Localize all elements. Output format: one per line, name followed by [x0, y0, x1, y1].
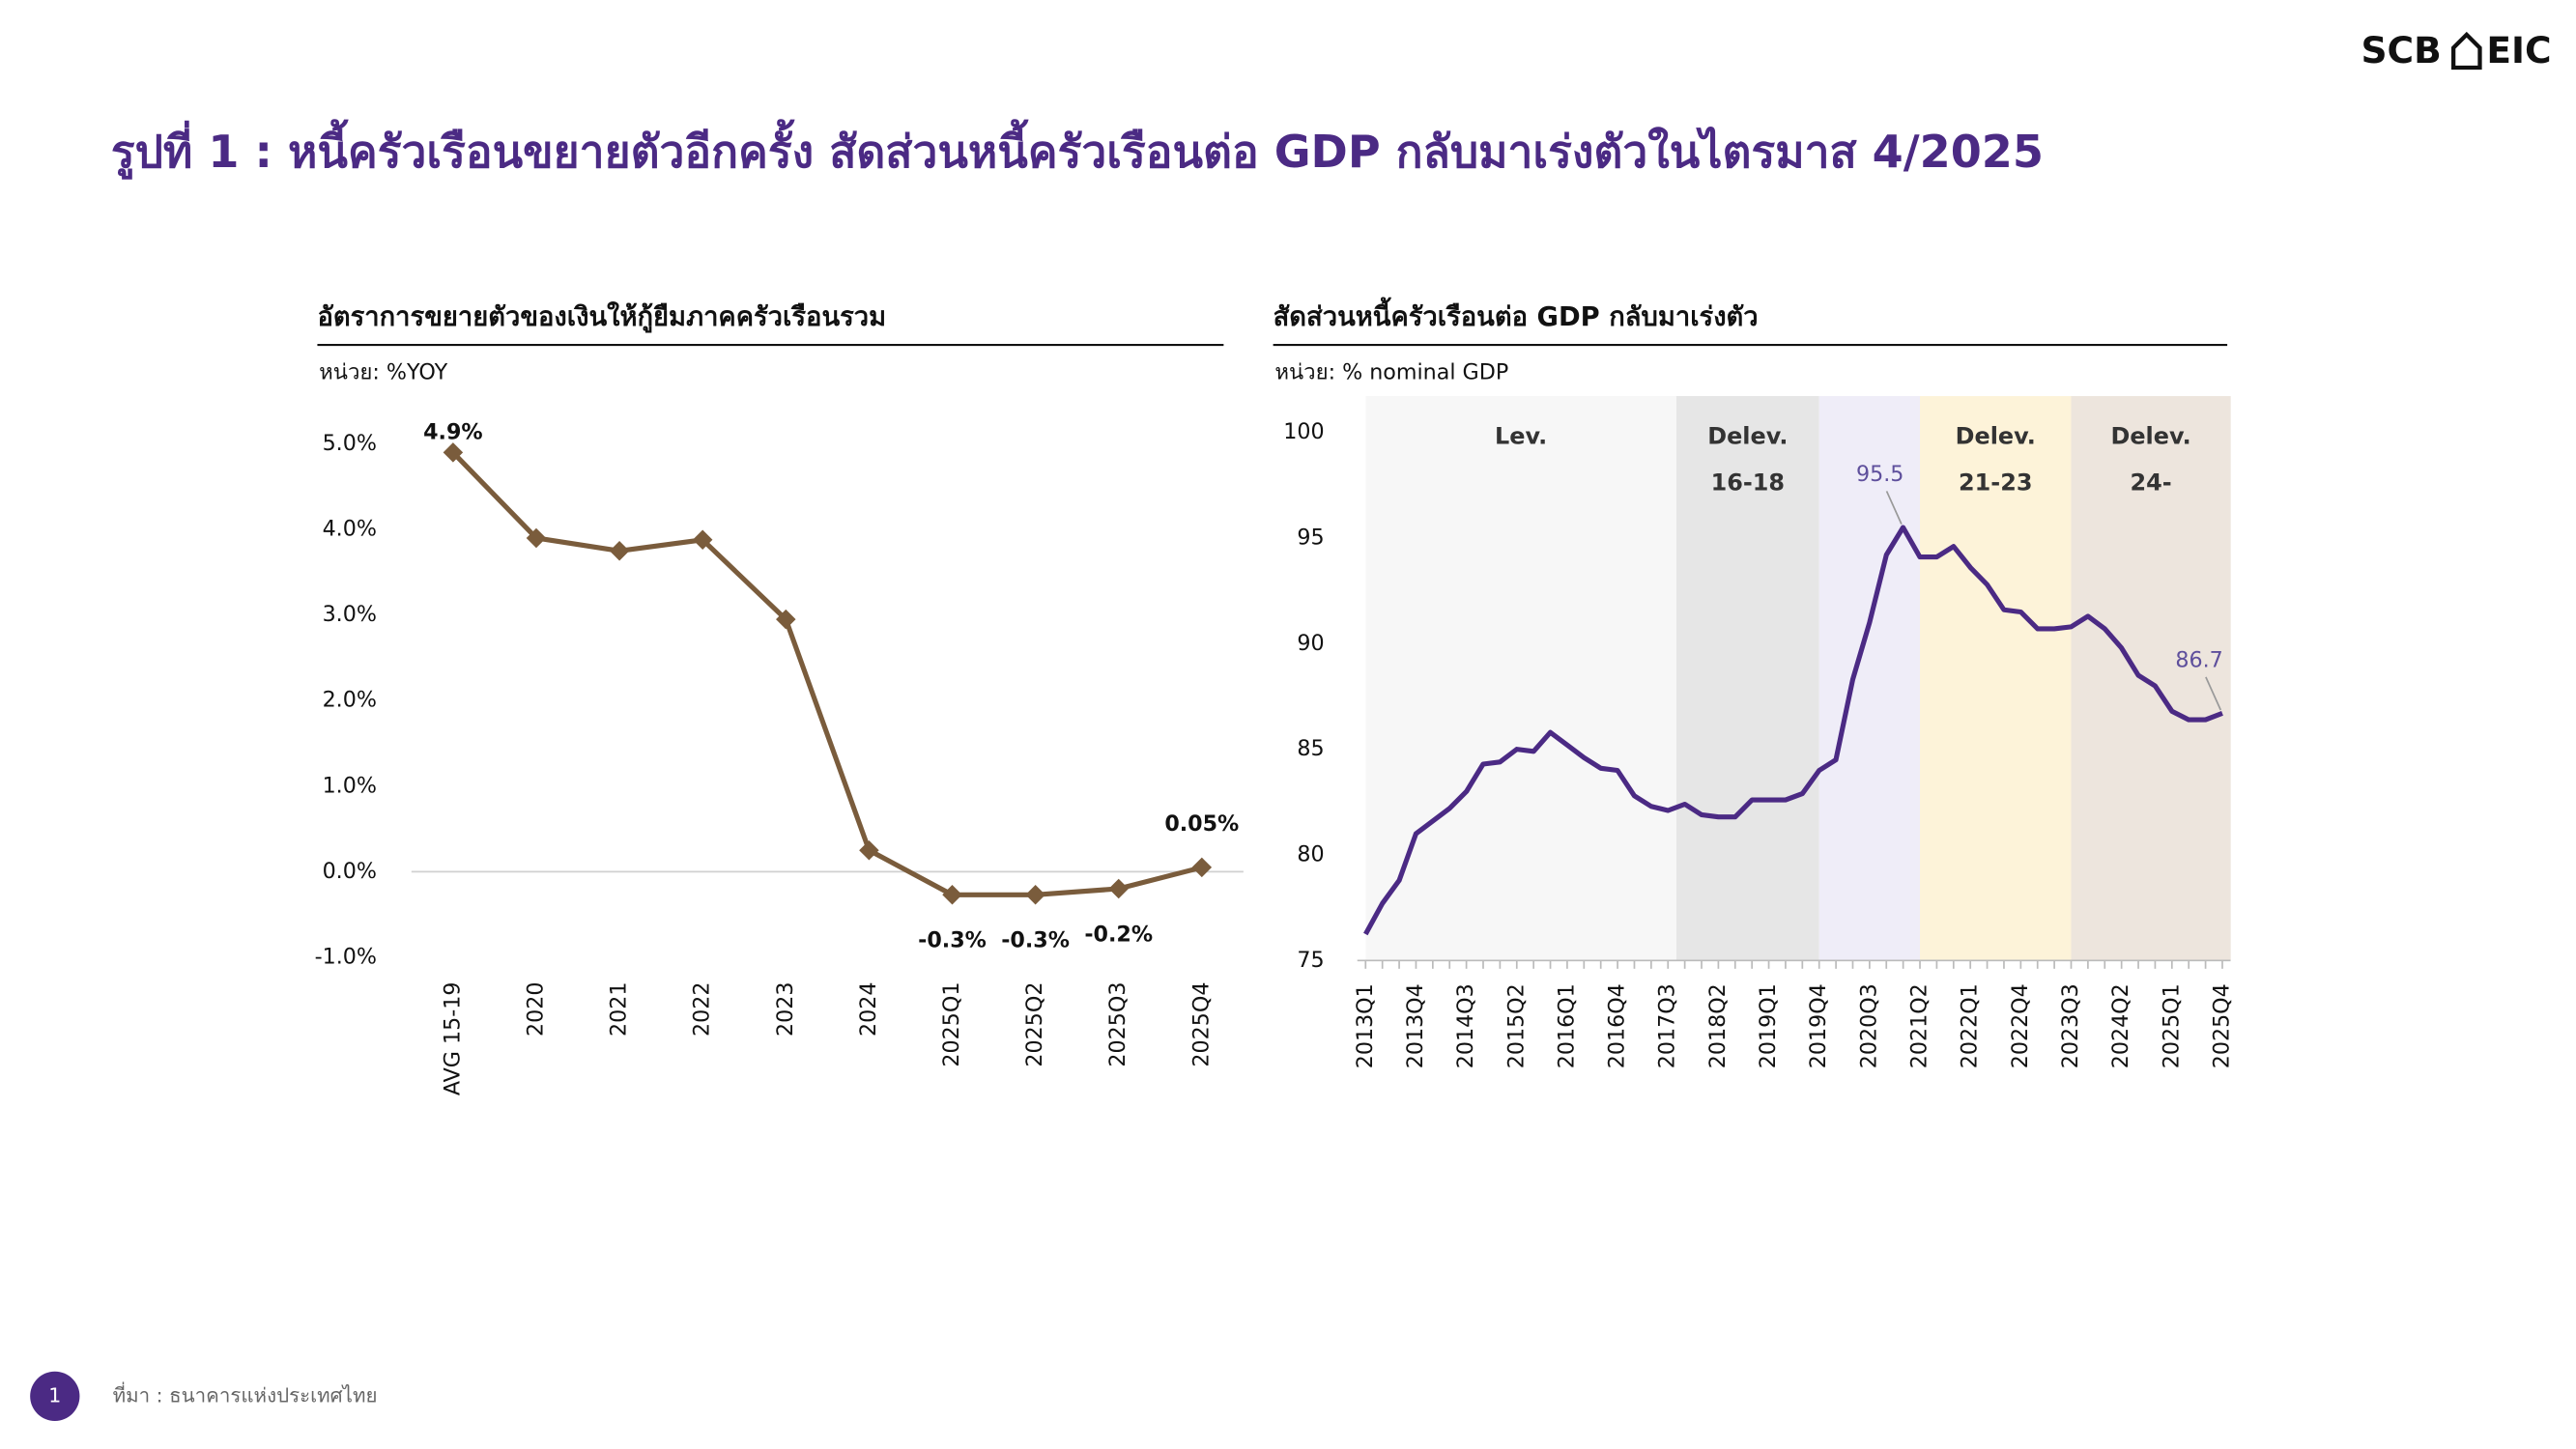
y-tick-label: 75 [1297, 948, 1324, 973]
data-point [692, 529, 713, 550]
logo-text: SCB [2361, 29, 2441, 71]
data-label: 95.5 [1856, 462, 1903, 487]
x-tick-label: 2025Q2 [1022, 982, 1047, 1067]
logo-text: EIC [2486, 29, 2551, 71]
period-band [1920, 396, 2072, 961]
unit-label: หน่วย: %YOY [319, 360, 447, 385]
data-point [1191, 857, 1213, 878]
x-tick-label: 2023Q3 [2058, 983, 2083, 1068]
x-tick-label: 2013Q1 [1353, 983, 1378, 1068]
x-tick-label: 2018Q2 [1705, 983, 1731, 1068]
y-tick-label: 0.0% [323, 859, 377, 884]
source: ที่มา : ธนาคารแห่งประเทศไทย [113, 1381, 378, 1406]
period-label: Delev. [1707, 423, 1788, 450]
data-point [1025, 884, 1045, 905]
data-label: -0.3% [918, 928, 987, 953]
x-tick-label: 2024 [856, 982, 881, 1037]
x-tick-label: 2023 [773, 982, 798, 1037]
period-band [1675, 396, 1819, 961]
period-label: Delev. [2110, 423, 2190, 450]
x-tick-label: 2025Q3 [1105, 982, 1131, 1067]
data-point [609, 541, 630, 561]
x-tick-label: 2019Q1 [1756, 983, 1781, 1068]
x-tick-label: 2022 [690, 982, 715, 1037]
y-tick-label: 80 [1297, 841, 1324, 867]
data-point [526, 527, 547, 549]
page-title: รูปที่ 1 : หนี้ครัวเรือนขยายตัวอีกครั้ง … [111, 119, 2044, 180]
y-tick-label: 3.0% [323, 602, 377, 627]
data-label: 86.7 [2175, 647, 2222, 672]
period-band [2071, 396, 2231, 961]
page-badge [30, 1371, 80, 1421]
x-tick-label: 2016Q4 [1605, 983, 1630, 1068]
data-label: -0.3% [1001, 928, 1070, 953]
data-point [942, 884, 962, 905]
x-tick-label: 2021 [607, 982, 632, 1037]
x-tick-label: 2019Q4 [1806, 983, 1831, 1068]
data-point [859, 839, 879, 861]
x-tick-label: 2016Q1 [1554, 983, 1579, 1068]
y-tick-label: 95 [1297, 525, 1324, 550]
period-band [1818, 396, 1921, 961]
period-label: Delev. [1956, 423, 2036, 450]
y-tick-label: 100 [1283, 419, 1324, 444]
x-tick-label: 2025Q4 [1188, 982, 1214, 1067]
chart-title: สัดส่วนหนี้ครัวเรือนต่อ GDP กลับมาเร่งตั… [1274, 297, 1759, 332]
chart-title: อัตราการขยายตัวของเงินให้กู้ยืมภาคครัวเร… [317, 300, 886, 333]
y-tick-label: 85 [1297, 736, 1324, 761]
y-tick-label: 5.0% [323, 431, 377, 456]
data-point [776, 609, 796, 630]
x-tick-label: 2014Q3 [1453, 983, 1478, 1068]
data-point [443, 442, 464, 463]
data-label: 0.05% [1164, 811, 1239, 837]
leader-line [1885, 491, 1903, 525]
logo-icon [2451, 31, 2482, 71]
y-tick-label: 1.0% [323, 773, 377, 798]
x-tick-label: 2024Q2 [2108, 983, 2133, 1068]
x-tick-label: 2021Q2 [1907, 983, 1932, 1068]
y-tick-label: 4.0% [323, 517, 377, 542]
period-label: 16-18 [1711, 469, 1785, 497]
period-label: Lev. [1495, 423, 1547, 450]
x-tick-label: 2017Q3 [1655, 983, 1680, 1068]
x-tick-label: AVG 15-19 [440, 982, 465, 1096]
data-line [451, 450, 1203, 897]
x-tick-label: 2013Q4 [1403, 983, 1428, 1068]
period-label: 21-23 [1959, 469, 2032, 497]
logo: SCB EIC [2361, 29, 2551, 71]
data-label: -0.2% [1084, 922, 1153, 947]
y-tick-label: 90 [1297, 631, 1324, 656]
x-tick-label: 2025Q4 [2209, 983, 2234, 1068]
leader-line [2205, 676, 2222, 711]
x-tick-label: 2025Q1 [939, 982, 964, 1067]
x-tick-label: 2025Q1 [2159, 983, 2184, 1068]
data-line [1363, 525, 2223, 936]
period-label: 24- [2130, 469, 2171, 497]
period-band [1365, 396, 1676, 961]
y-tick-label: -1.0% [315, 944, 377, 969]
x-tick-label: 2022Q1 [1958, 983, 1983, 1068]
x-tick-label: 2022Q4 [2008, 983, 2033, 1068]
y-tick-label: 2.0% [323, 688, 377, 713]
data-point [1108, 878, 1129, 899]
x-tick-label: 2020Q3 [1856, 983, 1881, 1068]
unit-label: หน่วย: % nominal GDP [1274, 360, 1508, 385]
page-number: 1 [48, 1383, 61, 1406]
x-tick-label: 2020 [523, 982, 548, 1037]
data-label: 4.9% [423, 419, 483, 444]
x-tick-label: 2015Q2 [1503, 983, 1529, 1068]
